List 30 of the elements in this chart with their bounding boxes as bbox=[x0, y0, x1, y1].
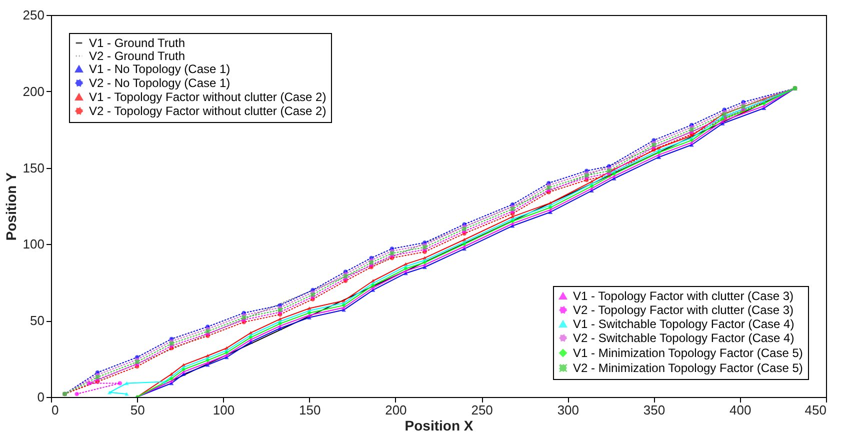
x-tick-label: 50 bbox=[130, 402, 145, 418]
legend-label: V2 - Topology Factor without clutter (Case 2) bbox=[89, 104, 326, 118]
y-tick-label: 50 bbox=[30, 313, 44, 328]
y-tick-label: 150 bbox=[22, 160, 44, 176]
x-tick-label: 350 bbox=[643, 402, 666, 418]
x-tick-label: 400 bbox=[730, 402, 752, 418]
x-tick-label: 250 bbox=[471, 402, 493, 418]
legend-label: V1 - Switchable Topology Factor (Case 4) bbox=[573, 317, 794, 331]
x-tick-label: 0 bbox=[52, 402, 59, 418]
x-tick-label: 100 bbox=[212, 402, 235, 418]
legend-label: V1 - No Topology (Case 1) bbox=[89, 62, 230, 76]
y-tick-label: 200 bbox=[22, 84, 44, 99]
x-tick-label: 200 bbox=[385, 402, 407, 418]
y-tick-label: 100 bbox=[22, 236, 44, 252]
x-tick-label: 450 bbox=[804, 402, 826, 418]
x-tick-label: 150 bbox=[298, 402, 321, 418]
legend-label: V1 - Topology Factor without clutter (Case 2) bbox=[89, 90, 326, 104]
legend-label: V1 - Minimization Topology Factor (Case 5) bbox=[573, 346, 803, 360]
legend-label: V2 - Ground Truth bbox=[89, 49, 186, 63]
x-axis-title: Position X bbox=[404, 418, 474, 434]
x-tick-label: 300 bbox=[557, 402, 580, 418]
y-axis-title: Position Y bbox=[2, 172, 19, 241]
legend-label: V2 - No Topology (Case 1) bbox=[89, 76, 230, 90]
y-tick-label: 0 bbox=[37, 390, 44, 404]
legend-label: V1 - Ground Truth bbox=[89, 36, 186, 50]
legend-label: V2 - Minimization Topology Factor (Case 5) bbox=[573, 361, 803, 375]
legend-label: V2 - Topology Factor with clutter (Case 3) bbox=[573, 303, 794, 317]
legend-label: V1 - Topology Factor with clutter (Case 3) bbox=[573, 289, 794, 303]
legend-label: V2 - Switchable Topology Factor (Case 4) bbox=[573, 331, 794, 345]
y-tick-label: 250 bbox=[22, 8, 44, 22]
